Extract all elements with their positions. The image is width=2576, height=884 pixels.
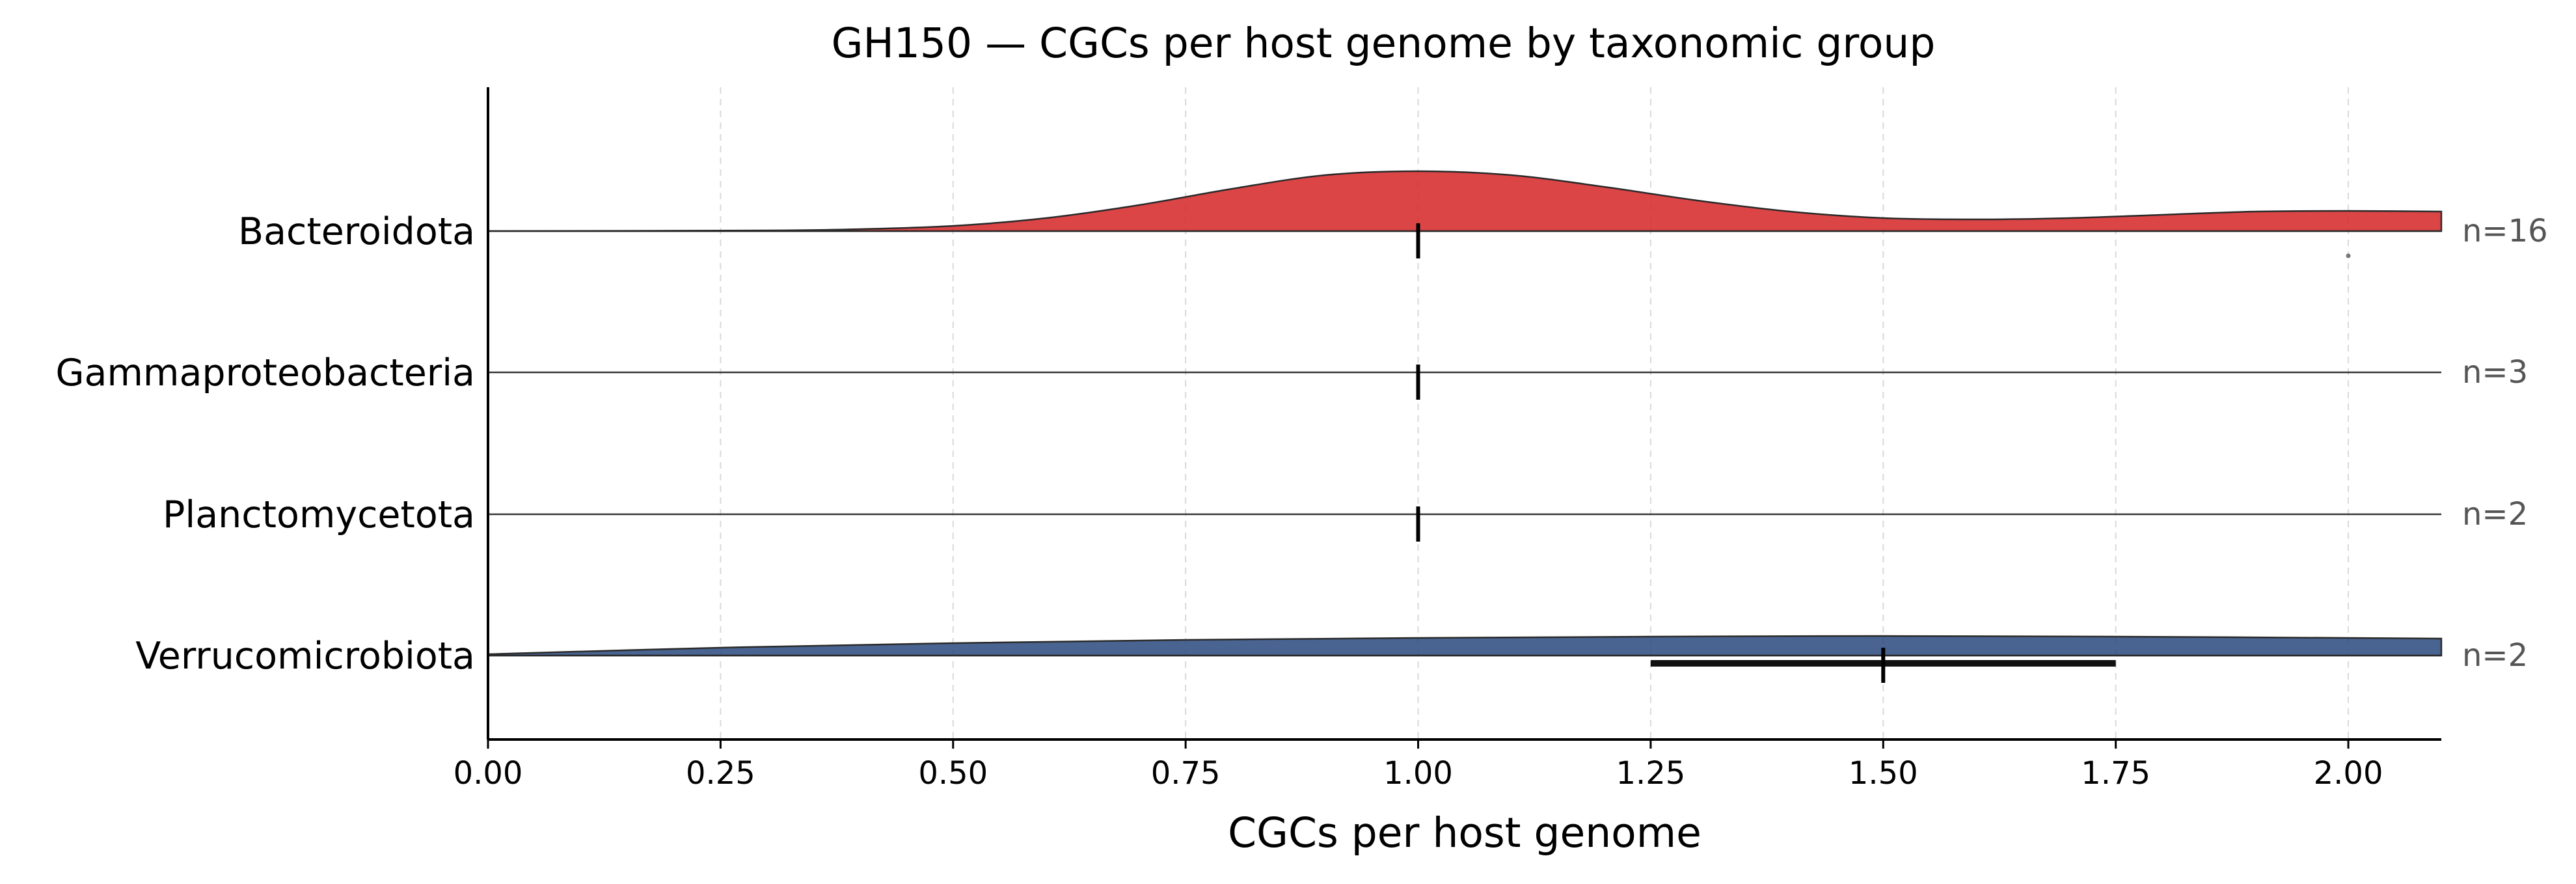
x-tick-label: 1.00	[1383, 755, 1453, 792]
outlier-point-bacteroidota	[2346, 253, 2351, 258]
x-ticks: 0.00 0.25 0.50 0.75 1.00 1.25 1.50 1.75 2.00	[454, 739, 2383, 792]
density-ridge-bacteroidota	[487, 170, 2443, 232]
x-tick-label: 0.00	[454, 755, 523, 792]
density-ridge-verrucomicrobiota	[487, 635, 2443, 657]
x-tick-label: 0.50	[918, 755, 988, 792]
n-label-bacteroidota: n=16	[2462, 213, 2548, 249]
x-tick-label: 1.25	[1616, 755, 1685, 792]
category-label-bacteroidota: Bacteroidota	[238, 210, 475, 253]
n-label-verrucomicrobiota: n=2	[2462, 637, 2528, 674]
category-labels: n=16 Bacteroidota n=3 Gammaproteobacteria n=…	[55, 210, 2547, 678]
category-label-planctomycetota: Planctomycetota	[163, 493, 475, 536]
x-tick-label: 1.75	[2081, 755, 2150, 792]
chart-title: GH150 — CGCs per host genome by taxonomi…	[832, 20, 1936, 67]
n-label-planctomycetota: n=2	[2462, 496, 2528, 532]
ridges	[487, 170, 2443, 683]
x-tick-label: 2.00	[2314, 755, 2383, 792]
n-label-gammaproteobacteria: n=3	[2462, 354, 2528, 391]
category-label-gammaproteobacteria: Gammaproteobacteria	[55, 352, 475, 394]
x-tick-label: 1.50	[1849, 755, 1918, 792]
x-axis-label: CGCs per host genome	[1228, 809, 1702, 857]
x-tick-label: 0.75	[1151, 755, 1221, 792]
x-tick-label: 0.25	[686, 755, 755, 792]
category-label-verrucomicrobiota: Verrucomicrobiota	[135, 635, 475, 678]
